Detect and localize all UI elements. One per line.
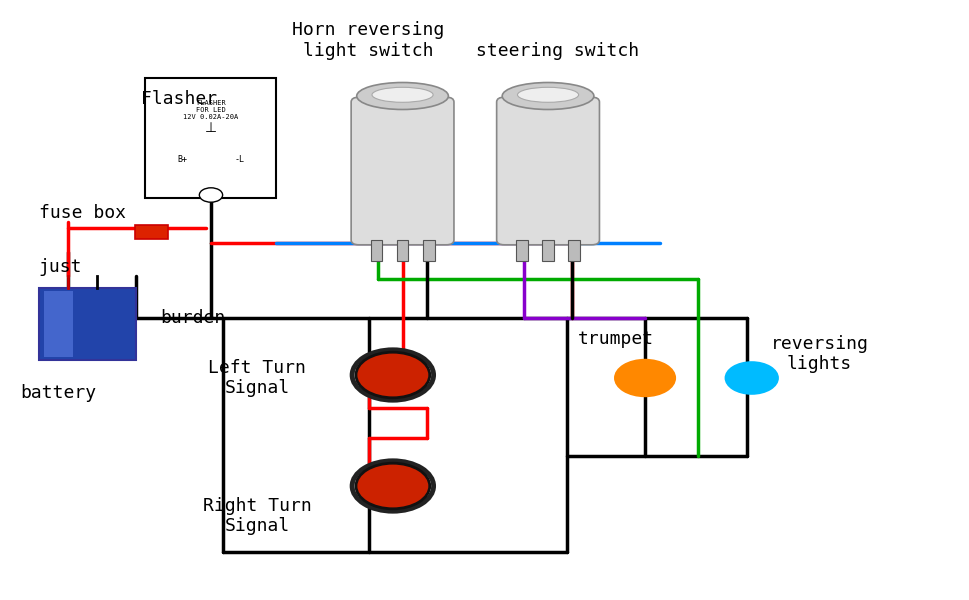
Text: battery: battery [20,384,96,402]
Text: fuse box: fuse box [39,204,126,222]
Text: B+: B+ [177,155,187,164]
FancyBboxPatch shape [542,240,553,261]
Ellipse shape [516,87,578,102]
FancyBboxPatch shape [370,240,382,261]
Text: Flasher: Flasher [141,90,217,108]
FancyBboxPatch shape [135,225,168,239]
Text: ⊥: ⊥ [204,121,217,136]
FancyBboxPatch shape [568,240,579,261]
Circle shape [613,359,675,397]
Text: Left Turn
Signal: Left Turn Signal [208,359,305,397]
Text: trumpet: trumpet [578,330,653,348]
Text: just: just [39,258,82,276]
Circle shape [200,188,222,202]
Circle shape [724,361,778,395]
FancyBboxPatch shape [39,288,136,360]
Text: reversing
lights: reversing lights [770,335,867,373]
FancyBboxPatch shape [145,78,276,198]
FancyBboxPatch shape [516,240,527,261]
FancyBboxPatch shape [422,240,434,261]
Text: Right Turn
Signal: Right Turn Signal [203,497,311,535]
Text: -L: -L [234,155,244,164]
FancyBboxPatch shape [44,291,73,357]
Ellipse shape [357,82,448,109]
FancyBboxPatch shape [396,240,408,261]
Circle shape [356,463,429,509]
FancyBboxPatch shape [496,97,599,245]
Text: Horn reversing
light switch: Horn reversing light switch [293,21,444,60]
Text: burden: burden [160,309,225,327]
Text: steering switch: steering switch [476,42,639,60]
Ellipse shape [502,82,593,109]
FancyBboxPatch shape [351,97,453,245]
Text: FLASHER
FOR LED
12V 0.02A-20A: FLASHER FOR LED 12V 0.02A-20A [183,100,238,119]
Circle shape [356,352,429,398]
Ellipse shape [371,87,432,102]
